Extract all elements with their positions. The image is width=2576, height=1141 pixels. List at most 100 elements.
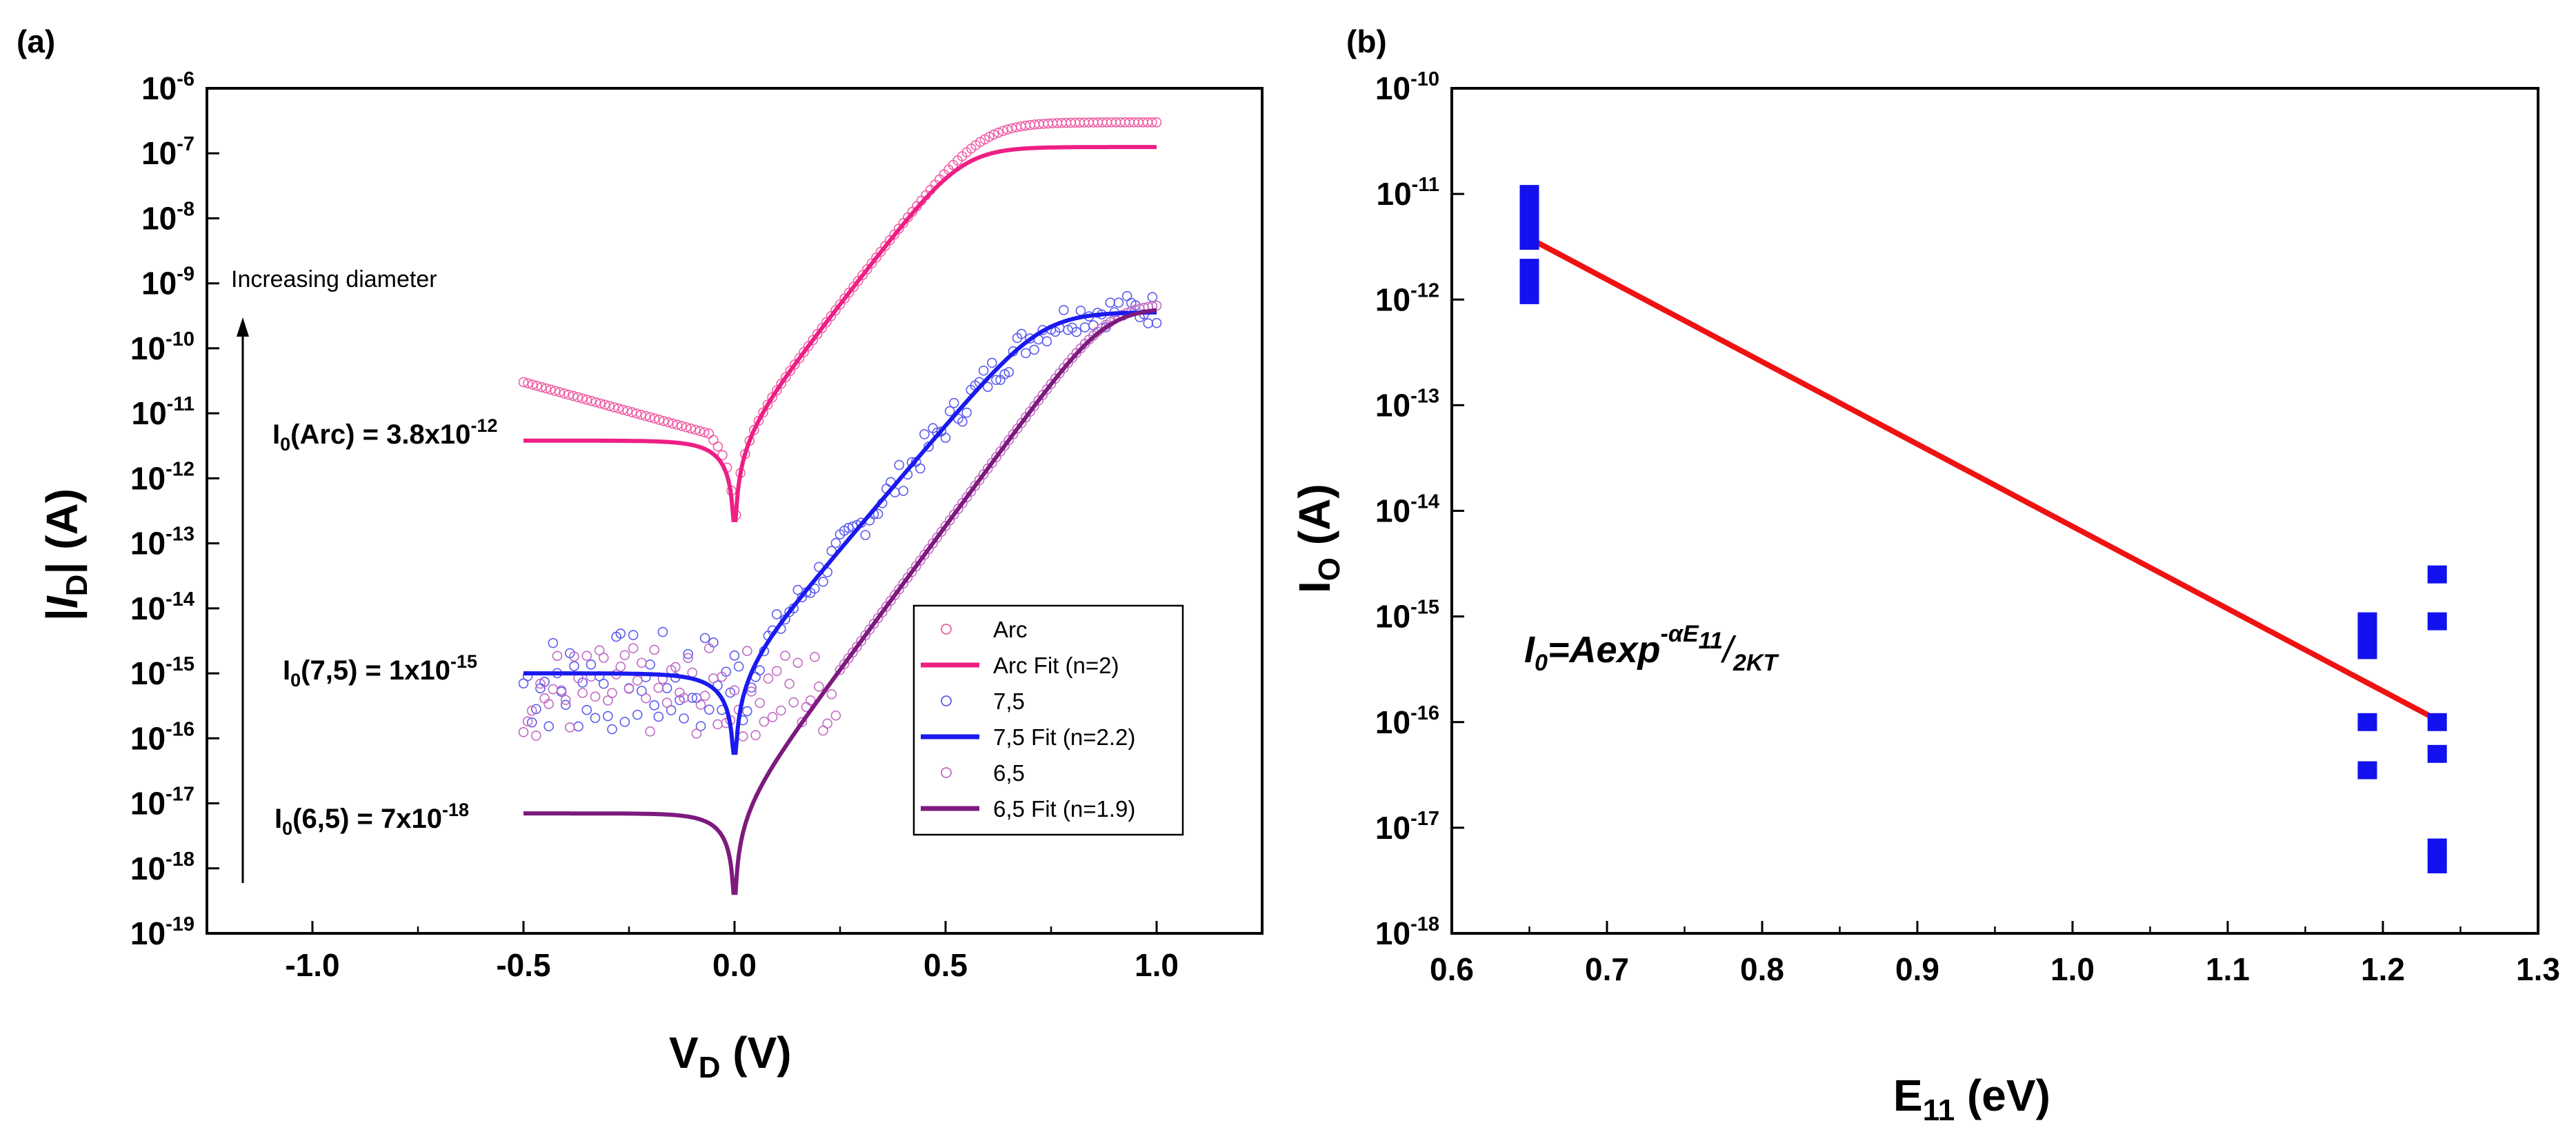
arc-marker bbox=[771, 385, 782, 396]
s75-marker bbox=[1059, 305, 1069, 315]
s75-marker bbox=[1147, 292, 1158, 302]
arc-marker bbox=[658, 415, 669, 426]
s65-marker bbox=[1151, 300, 1162, 311]
s65-marker bbox=[691, 728, 702, 739]
s65-marker bbox=[526, 705, 537, 716]
s75-marker bbox=[919, 429, 930, 439]
s75-marker bbox=[1113, 297, 1124, 308]
s65-marker bbox=[535, 678, 546, 689]
s75-marker bbox=[661, 683, 672, 693]
panel-b: (b) 0.6 0.7 0.8 0.9 1.0 1.1 1.2 1.3 10-18 10-17 10… bbox=[1290, 23, 2560, 1127]
s75-marker bbox=[1004, 367, 1015, 377]
annotation-7-5: I0(7,5) = 1x10-15 bbox=[283, 651, 477, 691]
s75-marker bbox=[1071, 326, 1082, 337]
s75-marker bbox=[742, 706, 752, 717]
y-axis-title-a: |ID| (A) bbox=[37, 488, 94, 621]
s65-marker bbox=[628, 643, 639, 654]
s65-marker bbox=[763, 673, 774, 684]
s75-marker bbox=[598, 678, 609, 689]
data-point bbox=[2427, 744, 2447, 763]
arc-marker bbox=[695, 426, 706, 437]
arc-marker bbox=[1002, 124, 1012, 135]
panel-b-x-tick-label: 0.8 bbox=[1740, 951, 1784, 987]
s65-marker bbox=[797, 717, 808, 728]
panel-b-x-tick-label: 0.7 bbox=[1585, 951, 1629, 987]
s75-marker bbox=[653, 711, 664, 722]
panel-b-data bbox=[1519, 185, 2447, 873]
s65-marker bbox=[742, 646, 752, 657]
s75-marker bbox=[1016, 328, 1027, 339]
s65-marker bbox=[603, 695, 613, 706]
data-point bbox=[1519, 232, 1539, 250]
arrow-head-icon bbox=[237, 317, 249, 337]
arc-marker bbox=[617, 404, 628, 415]
panel-a-x-tick-label: 1.0 bbox=[1135, 947, 1179, 983]
arc-marker bbox=[546, 384, 556, 395]
s75-marker bbox=[581, 704, 592, 715]
panel-b-y-tick-label: 10-14 bbox=[1375, 491, 1439, 529]
s75-marker bbox=[1105, 297, 1115, 308]
s65-marker bbox=[565, 722, 575, 733]
arc-marker bbox=[608, 401, 619, 413]
s75-marker bbox=[615, 628, 626, 639]
s75-marker bbox=[543, 721, 555, 732]
s75-marker bbox=[830, 537, 841, 548]
arc-marker bbox=[631, 408, 642, 419]
arc-marker bbox=[599, 399, 610, 410]
arc-marker bbox=[622, 406, 633, 417]
s75-marker bbox=[1088, 320, 1099, 330]
s75-marker bbox=[978, 365, 989, 376]
s65-marker bbox=[645, 726, 655, 737]
panel-b-x-tick-label: 0.6 bbox=[1430, 951, 1474, 987]
panel-a-y-tick-label: 10-9 bbox=[141, 264, 194, 301]
fit-line bbox=[1528, 235, 2439, 723]
panel-b-y-tick-label: 10-15 bbox=[1375, 597, 1439, 635]
s75-marker bbox=[894, 459, 904, 470]
s65-marker bbox=[607, 688, 617, 698]
arc-marker bbox=[518, 377, 529, 388]
panel-b-ticks: 0.6 0.7 0.8 0.9 1.0 1.1 1.2 1.3 10-18 10-17 10-16 1… bbox=[1375, 68, 2560, 987]
s65-marker bbox=[695, 700, 706, 710]
panel-b-y-tick-label: 10-13 bbox=[1375, 385, 1439, 423]
arc-marker bbox=[984, 131, 995, 142]
panel-a-y-tick-label: 10-10 bbox=[130, 328, 194, 366]
s75-marker bbox=[872, 508, 883, 519]
data-point bbox=[2427, 713, 2447, 731]
s65-marker bbox=[661, 697, 672, 708]
s75-marker bbox=[944, 406, 955, 417]
s65-marker bbox=[759, 716, 770, 727]
s65-marker bbox=[805, 695, 816, 706]
s65-marker bbox=[548, 684, 559, 695]
legend-label-arc-fit: Arc Fit (n=2) bbox=[993, 653, 1119, 678]
panel-a-y-tick-label: 10-7 bbox=[141, 133, 194, 171]
s75-marker bbox=[628, 630, 639, 640]
s65-marker bbox=[518, 726, 529, 737]
data-point bbox=[2357, 713, 2377, 731]
s65-marker bbox=[717, 671, 727, 682]
s75-marker bbox=[1041, 336, 1052, 347]
s75-marker bbox=[586, 659, 597, 670]
arc-marker bbox=[663, 417, 674, 428]
legend-marker-7-5 bbox=[941, 695, 952, 706]
arc-marker bbox=[590, 397, 601, 408]
legend-label-7-5-fit: 7,5 Fit (n=2.2) bbox=[993, 724, 1135, 750]
x-axis-title-a: VD (V) bbox=[669, 1028, 792, 1084]
s65-marker bbox=[552, 651, 563, 662]
s75-marker bbox=[703, 704, 715, 715]
panel-a-y-tick-label: 10-16 bbox=[130, 718, 194, 756]
s65-marker bbox=[590, 691, 601, 702]
panel-b-x-tick-label: 1.2 bbox=[2361, 951, 2405, 987]
panel-a-x-tick-label: -0.5 bbox=[496, 947, 550, 983]
data-point bbox=[2357, 761, 2377, 780]
arc-marker bbox=[654, 415, 665, 425]
arc-marker bbox=[604, 401, 615, 411]
s75-fit-line bbox=[523, 310, 1157, 755]
panel-a-x-tick-label: 0.0 bbox=[712, 947, 757, 983]
arc-marker bbox=[586, 395, 597, 406]
arc-marker bbox=[668, 418, 678, 429]
s65-marker bbox=[632, 675, 643, 686]
s75-marker bbox=[649, 700, 660, 711]
arc-marker bbox=[563, 389, 574, 400]
arc-marker bbox=[532, 381, 542, 391]
s75-marker bbox=[940, 433, 951, 443]
